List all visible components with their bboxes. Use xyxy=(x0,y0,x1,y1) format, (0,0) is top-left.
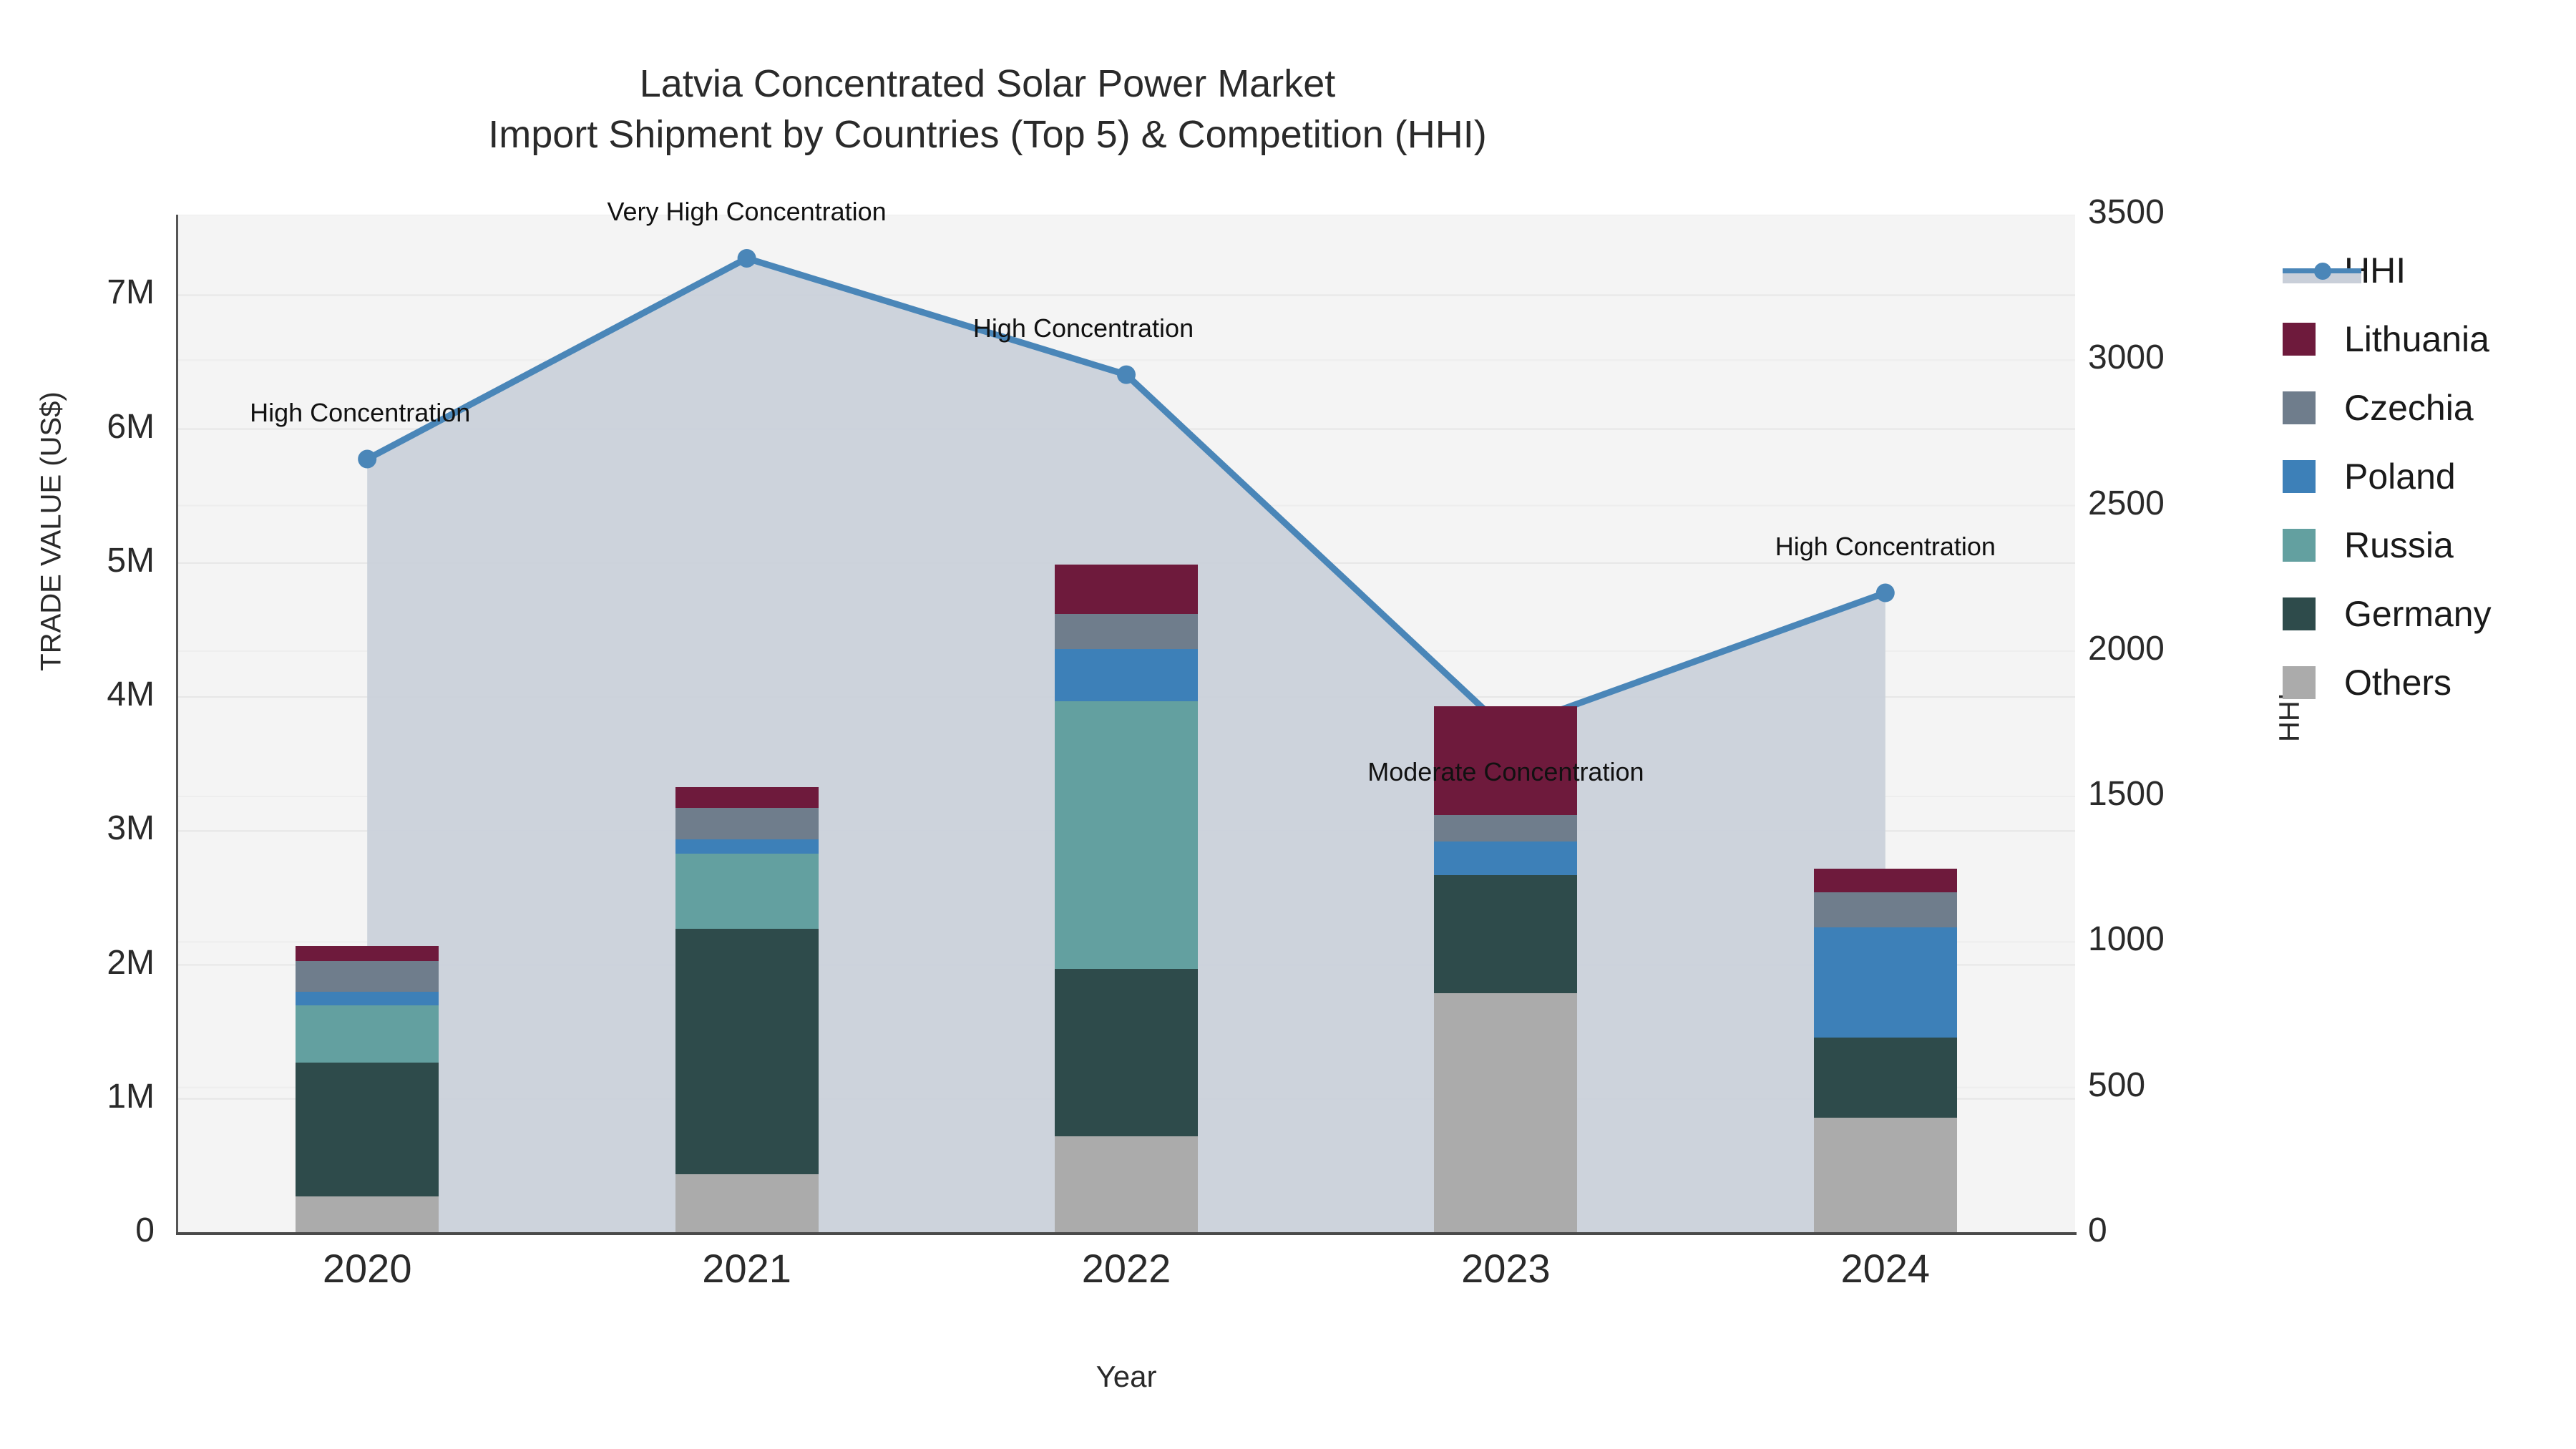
y-axis-left-label: TRADE VALUE (US$) xyxy=(35,391,67,671)
bar-segment[interactable] xyxy=(1055,648,1198,701)
legend-item-label: Others xyxy=(2344,663,2452,703)
hhi-annotation: Very High Concentration xyxy=(607,196,887,226)
x-tick: 2021 xyxy=(702,1246,791,1291)
bar-segment[interactable] xyxy=(1434,875,1578,993)
legend-item[interactable]: HHI xyxy=(2283,236,2569,305)
legend-item-label: Russia xyxy=(2344,525,2454,565)
bar-segment[interactable] xyxy=(675,808,819,839)
bar-segment[interactable] xyxy=(1055,701,1198,970)
hhi-annotation: High Concentration xyxy=(250,397,471,427)
legend-color-swatch xyxy=(2283,323,2316,356)
legend-color-swatch xyxy=(2283,460,2316,493)
y-tick-left: 5M xyxy=(107,541,155,580)
y-tick-left: 4M xyxy=(107,675,155,714)
hhi-annotation: High Concentration xyxy=(972,313,1194,343)
legend-item[interactable]: Germany xyxy=(2283,580,2569,648)
y-tick-right: 500 xyxy=(2088,1065,2146,1104)
legend-item-label: Lithuania xyxy=(2344,319,2489,359)
bar-segment[interactable] xyxy=(1813,1037,1957,1118)
bar-segment[interactable] xyxy=(675,1174,819,1233)
y-tick-right: 2500 xyxy=(2088,484,2165,522)
y-tick-right: 2000 xyxy=(2088,629,2165,668)
bar-segment[interactable] xyxy=(1813,1117,1957,1233)
y-tick-right: 1500 xyxy=(2088,775,2165,814)
bar-segment[interactable] xyxy=(675,928,819,1174)
bar-segment[interactable] xyxy=(296,960,439,992)
x-tick: 2020 xyxy=(322,1246,412,1291)
y-tick-left: 2M xyxy=(107,943,155,982)
plot-area xyxy=(177,215,2075,1233)
hhi-annotation: Moderate Concentration xyxy=(1367,756,1644,786)
y-tick-right: 1000 xyxy=(2088,920,2165,959)
bar-segment[interactable] xyxy=(1813,892,1957,928)
legend-item-label: Czechia xyxy=(2344,388,2474,428)
bar-segment[interactable] xyxy=(1434,992,1578,1233)
y-tick-right: 3500 xyxy=(2088,193,2165,231)
bar-segment[interactable] xyxy=(1434,841,1578,876)
legend-line-marker xyxy=(2283,254,2361,287)
legend-color-swatch xyxy=(2283,529,2316,562)
hhi-annotation: High Concentration xyxy=(1775,531,1996,561)
bar-segment[interactable] xyxy=(296,1196,439,1233)
legend-item[interactable]: Poland xyxy=(2283,442,2569,511)
bar-segment[interactable] xyxy=(296,1063,439,1197)
chart-title-line1: Latvia Concentrated Solar Power Market xyxy=(639,62,1336,105)
x-tick: 2023 xyxy=(1461,1246,1551,1291)
bar-segment[interactable] xyxy=(1055,969,1198,1137)
bar-segment[interactable] xyxy=(1813,927,1957,1038)
x-tick: 2024 xyxy=(1840,1246,1931,1291)
legend: HHI Lithuania Czechia Poland Russia Germany Ot… xyxy=(2283,236,2569,717)
x-axis-line xyxy=(176,1232,2077,1235)
y-tick-left: 0 xyxy=(135,1211,155,1249)
legend-color-swatch xyxy=(2283,597,2316,630)
x-axis-label: Year xyxy=(1096,1360,1157,1393)
y-tick-left: 6M xyxy=(107,407,155,446)
legend-item[interactable]: Czechia xyxy=(2283,374,2569,442)
bar-segment[interactable] xyxy=(296,991,439,1005)
chart-title-line2: Import Shipment by Countries (Top 5) & C… xyxy=(488,113,1487,157)
legend-color-swatch xyxy=(2283,666,2316,699)
bar-segment[interactable] xyxy=(1813,868,1957,893)
bar-segment[interactable] xyxy=(1434,814,1578,842)
bar-segment[interactable] xyxy=(675,839,819,854)
legend-item-label: Germany xyxy=(2344,594,2492,634)
y-tick-right: 0 xyxy=(2088,1211,2107,1249)
legend-item-label: Poland xyxy=(2344,457,2456,497)
bar-segment[interactable] xyxy=(675,786,819,809)
bar-segment[interactable] xyxy=(1434,706,1578,815)
x-tick: 2022 xyxy=(1081,1246,1171,1291)
legend-item[interactable]: Lithuania xyxy=(2283,305,2569,374)
bar-segment[interactable] xyxy=(1055,564,1198,614)
bar-segment[interactable] xyxy=(675,854,819,929)
legend-item[interactable]: Russia xyxy=(2283,511,2569,580)
y-axis-left-line xyxy=(176,215,178,1235)
bar-segment[interactable] xyxy=(1055,1136,1198,1233)
chart-title: Latvia Concentrated Solar Power Market I… xyxy=(0,59,1975,161)
bar-segment[interactable] xyxy=(1055,613,1198,649)
y-tick-left: 3M xyxy=(107,809,155,848)
y-tick-left: 7M xyxy=(107,273,155,312)
y-tick-right: 3000 xyxy=(2088,338,2165,377)
bar-segment[interactable] xyxy=(296,946,439,961)
bar-segment[interactable] xyxy=(296,1005,439,1063)
legend-item[interactable]: Others xyxy=(2283,648,2569,717)
legend-color-swatch xyxy=(2283,391,2316,424)
y-tick-left: 1M xyxy=(107,1077,155,1116)
